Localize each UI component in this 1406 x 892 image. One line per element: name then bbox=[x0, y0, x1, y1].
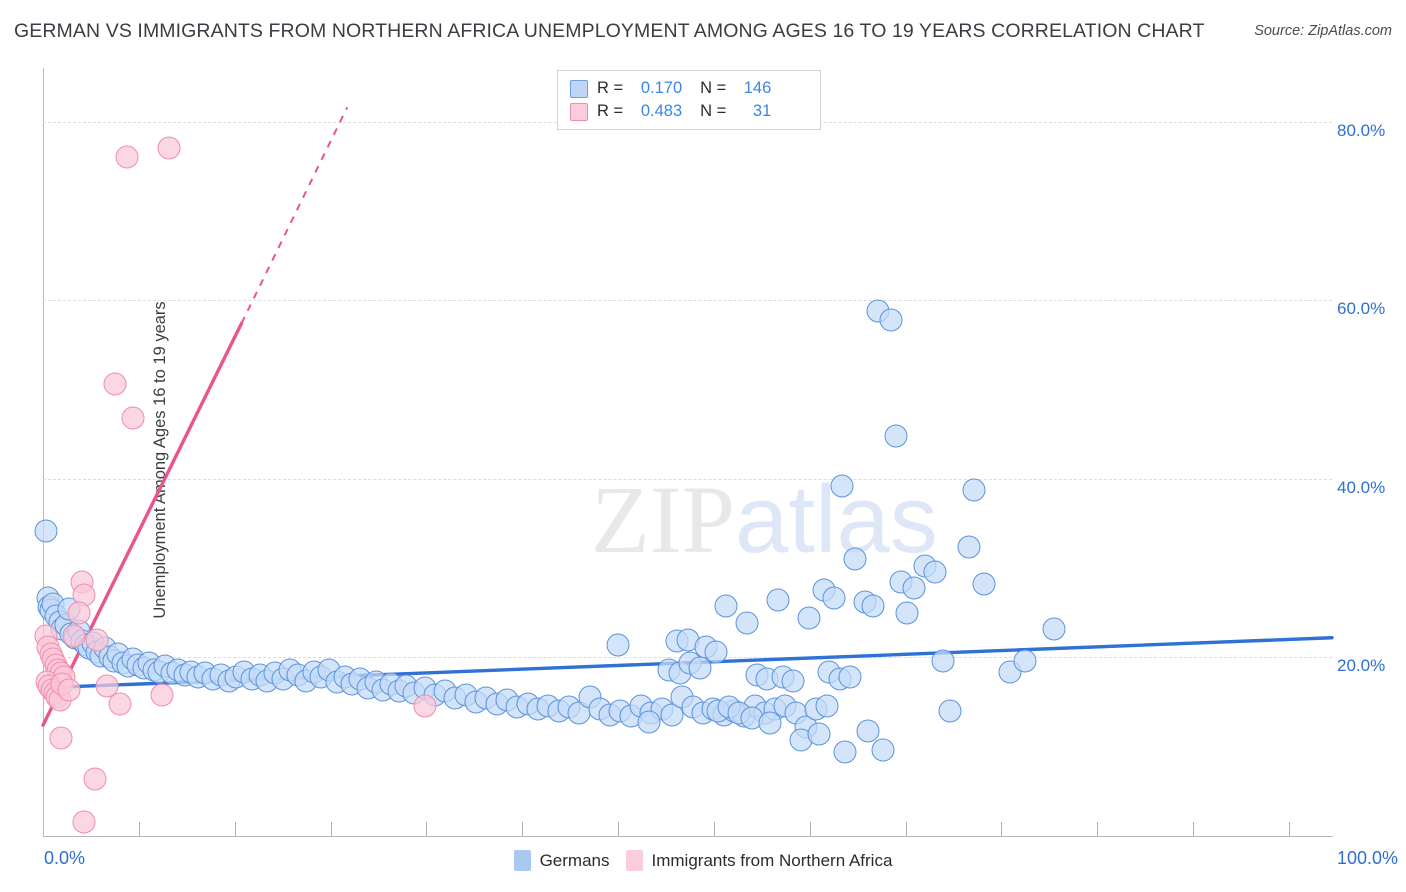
legend-label-germans: Germans bbox=[539, 850, 610, 870]
n-label-immigrants: N = bbox=[700, 102, 727, 120]
data-point-immigrants bbox=[83, 767, 107, 791]
y-tick-label-40: 40.0% bbox=[1337, 477, 1386, 497]
stats-row-germans: R = 0.170 N = 146 bbox=[570, 77, 810, 100]
data-point-germans bbox=[972, 572, 996, 596]
x-tick-7 bbox=[713, 822, 715, 836]
x-tick-9 bbox=[905, 822, 907, 836]
gridline-40 bbox=[43, 478, 1332, 480]
x-tick-3 bbox=[330, 822, 332, 836]
plot-area: ZIPatlas bbox=[34, 68, 1334, 836]
data-point-germans bbox=[797, 606, 821, 630]
legend-label-immigrants: Immigrants from Northern Africa bbox=[651, 850, 893, 870]
data-point-germans bbox=[938, 699, 962, 723]
y-axis-line bbox=[43, 68, 44, 836]
data-point-germans bbox=[884, 424, 908, 448]
x-tick-1 bbox=[138, 822, 140, 836]
data-point-germans bbox=[637, 710, 661, 734]
data-point-germans bbox=[766, 588, 790, 612]
x-tick-12 bbox=[1193, 822, 1195, 836]
data-point-germans bbox=[1042, 617, 1066, 641]
x-axis-max-label: 100.0% bbox=[1336, 848, 1398, 868]
y-tick-label-60: 60.0% bbox=[1337, 299, 1386, 319]
swatch-germans-icon bbox=[570, 79, 588, 98]
data-point-immigrants bbox=[72, 810, 96, 834]
data-point-germans bbox=[931, 649, 955, 673]
x-tick-5 bbox=[522, 822, 524, 836]
data-point-immigrants bbox=[103, 372, 127, 396]
data-point-germans bbox=[735, 611, 759, 635]
data-point-germans bbox=[822, 586, 846, 610]
n-label-germans: N = bbox=[700, 79, 727, 97]
data-point-germans bbox=[923, 560, 947, 584]
data-point-germans bbox=[781, 669, 805, 693]
data-point-germans bbox=[856, 719, 880, 743]
data-point-germans bbox=[962, 478, 986, 501]
data-point-immigrants bbox=[413, 694, 437, 718]
stats-row-immigrants: R = 0.483 N = 31 bbox=[570, 100, 810, 123]
data-point-germans bbox=[838, 665, 862, 689]
data-point-germans bbox=[861, 594, 885, 618]
x-tick-2 bbox=[234, 822, 236, 836]
x-axis-min-label: 0.0% bbox=[44, 848, 86, 868]
y-tick-label-20: 20.0% bbox=[1337, 656, 1386, 676]
data-point-immigrants bbox=[121, 406, 145, 430]
legend-item-immigrants[interactable]: Immigrants from Northern Africa bbox=[625, 850, 893, 871]
data-point-germans bbox=[606, 633, 630, 657]
gridline-60 bbox=[43, 300, 1332, 302]
trendline-dashed-immigrants-from-northern-africa bbox=[240, 106, 349, 324]
x-tick-11 bbox=[1097, 822, 1099, 836]
data-point-immigrants bbox=[62, 624, 86, 648]
correlation-stats-legend: R = 0.170 N = 146 R = 0.483 N = 31 bbox=[557, 70, 821, 130]
data-point-immigrants bbox=[67, 601, 91, 625]
n-value-germans: 146 bbox=[743, 79, 772, 97]
r-label-germans: R = bbox=[597, 79, 624, 97]
y-tick-label-80: 80.0% bbox=[1337, 120, 1386, 140]
data-point-immigrants bbox=[85, 628, 109, 652]
data-point-germans bbox=[1013, 649, 1037, 673]
r-value-germans: 0.170 bbox=[640, 79, 683, 97]
r-value-immigrants: 0.483 bbox=[640, 102, 683, 120]
series-legend: Germans Immigrants from Northern Africa bbox=[0, 850, 1406, 871]
legend-swatch-immigrants-icon bbox=[625, 850, 643, 871]
data-point-germans bbox=[815, 694, 839, 718]
data-point-germans bbox=[895, 601, 919, 625]
data-point-germans bbox=[833, 740, 857, 764]
data-point-immigrants bbox=[157, 136, 181, 160]
data-point-immigrants bbox=[49, 726, 73, 750]
data-point-germans bbox=[957, 535, 980, 559]
x-tick-4 bbox=[426, 822, 428, 836]
data-point-immigrants bbox=[115, 145, 139, 169]
legend-swatch-germans-icon bbox=[513, 850, 531, 871]
data-point-germans bbox=[704, 640, 728, 664]
x-tick-10 bbox=[1001, 822, 1003, 836]
trendlines-layer bbox=[41, 106, 1334, 727]
n-value-immigrants: 31 bbox=[752, 102, 772, 120]
data-point-germans bbox=[34, 519, 58, 543]
y-axis-title-container: Unemployment Among Ages 16 to 19 years bbox=[10, 250, 169, 670]
data-point-immigrants bbox=[95, 674, 119, 698]
legend-item-germans[interactable]: Germans bbox=[513, 850, 610, 871]
data-point-germans bbox=[902, 576, 926, 600]
source-label: Source: ZipAtlas.com bbox=[1254, 23, 1392, 39]
data-point-germans bbox=[714, 594, 738, 618]
data-point-germans bbox=[843, 547, 867, 571]
x-tick-13 bbox=[1288, 822, 1290, 836]
data-point-germans bbox=[871, 738, 895, 762]
data-point-immigrants bbox=[57, 678, 81, 702]
x-tick-8 bbox=[809, 822, 811, 836]
swatch-immigrants-icon bbox=[570, 102, 588, 121]
data-point-germans bbox=[879, 308, 903, 332]
data-point-immigrants bbox=[108, 692, 132, 716]
trendline-immigrants-from-northern-africa bbox=[41, 321, 244, 727]
data-point-germans bbox=[758, 711, 782, 735]
page-title: GERMAN VS IMMIGRANTS FROM NORTHERN AFRIC… bbox=[14, 20, 1205, 42]
data-point-germans bbox=[830, 474, 854, 498]
data-point-germans bbox=[807, 722, 831, 746]
x-axis-line bbox=[43, 836, 1333, 837]
r-label-immigrants: R = bbox=[597, 102, 624, 120]
x-tick-6 bbox=[618, 822, 620, 836]
data-point-immigrants bbox=[150, 683, 174, 707]
